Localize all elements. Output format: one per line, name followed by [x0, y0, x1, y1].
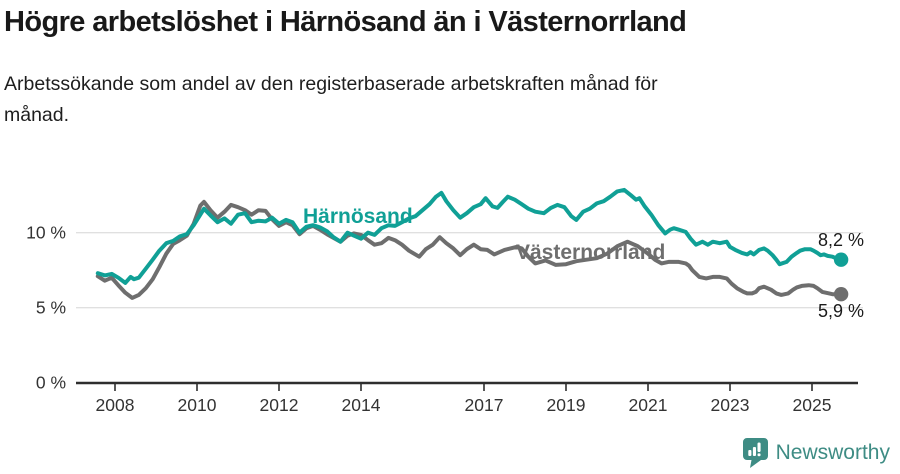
chart-subtitle-line2: månad.	[4, 104, 70, 126]
series-line-vasternorrland	[95, 199, 844, 300]
x-tick-label: 2019	[547, 395, 586, 415]
newsworthy-logo: Newsworthy	[742, 437, 890, 468]
series-end-dot-vasternorrland	[833, 287, 849, 302]
x-tick-label: 2023	[711, 395, 750, 415]
x-tick-label: 2021	[629, 395, 668, 415]
logo-exclamation-bar	[757, 442, 761, 452]
series-line-harnosand	[95, 187, 844, 285]
logo-bar-short	[747, 450, 752, 456]
chart-subtitle: Arbetssökande som andel av den registerb…	[4, 69, 804, 131]
x-tick-label: 2017	[465, 395, 504, 415]
x-tick-label: 2025	[793, 395, 832, 415]
chart-subtitle-line1: Arbetssökande som andel av den registerb…	[4, 73, 658, 95]
newsworthy-logo-icon	[742, 438, 768, 468]
x-tick-label: 2012	[260, 395, 299, 415]
x-tick-label: 2014	[342, 395, 381, 415]
y-tick-label: 5 %	[36, 298, 66, 318]
series-end-dot-harnosand	[833, 252, 849, 267]
logo-exclamation-dot	[757, 453, 761, 457]
end-value-label-vasternorrland: 5,9 %	[818, 301, 864, 321]
x-tick-label: 2008	[96, 395, 135, 415]
series-label-harnosand: Härnösand	[303, 205, 413, 228]
y-tick-label: 10 %	[26, 223, 66, 243]
series-label-vasternorrland: Västernorrland	[516, 241, 665, 264]
y-tick-label: 0 %	[36, 373, 66, 393]
chart-title: Högre arbetslöshet i Härnösand än i Väst…	[4, 6, 687, 38]
x-tick-label: 2010	[178, 395, 217, 415]
logo-bar-tall	[752, 447, 756, 456]
newsworthy-logo-text: Newsworthy	[775, 440, 890, 464]
end-value-label-harnosand: 8,2 %	[818, 230, 864, 250]
